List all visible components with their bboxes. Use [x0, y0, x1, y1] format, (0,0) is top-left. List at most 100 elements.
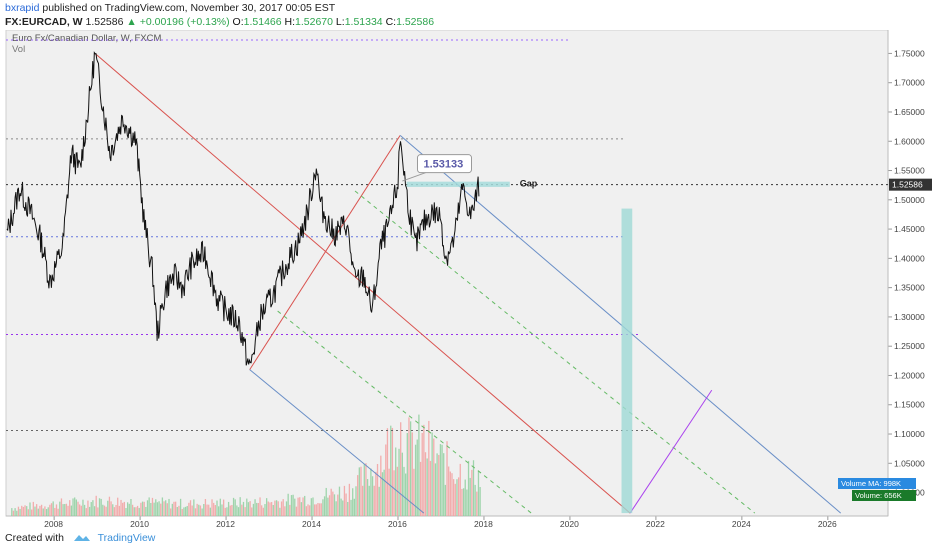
- volume-bar: [234, 499, 236, 516]
- volume-bar: [289, 504, 291, 516]
- volume-bar: [165, 500, 167, 516]
- volume-bar: [186, 506, 188, 516]
- volume-tag-text: Volume: 656K: [855, 491, 902, 500]
- volume-bar: [79, 504, 81, 516]
- volume-bar: [340, 498, 342, 516]
- volume-bar: [34, 506, 36, 516]
- volume-bar: [211, 499, 213, 516]
- volume-bar: [366, 479, 369, 516]
- volume-bar: [199, 505, 202, 516]
- y-tick-label: 1.35000: [894, 283, 925, 293]
- x-tick-label: 2016: [388, 519, 407, 529]
- volume-bar: [24, 505, 26, 516]
- volume-bar: [150, 502, 152, 516]
- volume-bar: [259, 497, 261, 516]
- volume-bar: [244, 507, 246, 516]
- volume-bar: [365, 463, 367, 516]
- volume-bar: [282, 499, 284, 516]
- y-tick-label: 1.05000: [894, 458, 925, 468]
- volume-bar: [93, 506, 96, 516]
- volume-bar: [19, 508, 21, 516]
- volume-bar: [318, 503, 321, 516]
- author-link[interactable]: bxrapid: [5, 2, 40, 14]
- projection-bar: [621, 208, 633, 514]
- volume-bar: [280, 501, 283, 516]
- volume-bar: [352, 488, 354, 516]
- volume-bar: [370, 468, 372, 516]
- callout-box: [416, 154, 472, 174]
- y-tick-label: 1.40000: [894, 253, 925, 263]
- volume-bar: [317, 502, 319, 516]
- volume-bar: [350, 499, 352, 516]
- volume-bar: [467, 460, 470, 516]
- volume-bar: [428, 420, 430, 516]
- volume-bar: [386, 428, 389, 516]
- y-tick-label: 1.70000: [894, 78, 925, 88]
- volume-bar: [83, 504, 86, 516]
- trend-line: [277, 310, 532, 514]
- volume-bar: [249, 501, 251, 516]
- volume-bar: [21, 505, 23, 516]
- volume-bar: [315, 504, 317, 516]
- volume-bar: [300, 502, 303, 516]
- volume-bar: [295, 506, 298, 516]
- x-tick-label: 2024: [732, 519, 751, 529]
- volume-bar: [395, 447, 397, 516]
- volume-bar: [241, 504, 243, 516]
- volume-bar: [102, 504, 104, 516]
- volume-bar: [88, 506, 91, 516]
- volume-bar: [266, 498, 268, 516]
- volume-bar: [26, 506, 28, 516]
- x-tick-label: 2022: [646, 519, 665, 529]
- volume-bar: [229, 505, 231, 516]
- last-price-tag-text: 1.52586: [892, 180, 923, 190]
- tradingview-brand[interactable]: TradingView: [97, 532, 156, 544]
- trend-line: [354, 190, 756, 514]
- close-label: C:: [385, 16, 397, 28]
- volume-bar: [358, 467, 360, 516]
- volume-bar: [348, 483, 351, 516]
- volume-bar: [138, 507, 140, 516]
- volume-bar: [313, 504, 316, 516]
- volume-bar: [126, 502, 129, 516]
- volume-bar: [264, 504, 266, 516]
- x-tick-label: 2020: [560, 519, 579, 529]
- y-tick-label: 1.65000: [894, 107, 925, 117]
- volume-bar: [239, 497, 241, 516]
- volume-bar: [122, 502, 124, 516]
- volume-bar: [441, 444, 443, 516]
- y-tick-label: 1.55000: [894, 166, 925, 176]
- volume-bar: [272, 504, 274, 516]
- volume-bar: [90, 502, 92, 516]
- volume-bar: [433, 438, 435, 516]
- volume-bar: [82, 499, 84, 516]
- volume-bar: [216, 500, 218, 516]
- gap-box: [406, 181, 510, 187]
- volume-bar: [47, 507, 49, 516]
- volume-bar: [103, 505, 106, 516]
- volume-bar: [161, 497, 164, 516]
- volume-bar: [444, 484, 447, 516]
- volume-bar: [128, 503, 130, 516]
- y-tick-label: 1.20000: [894, 370, 925, 380]
- trend-line: [629, 389, 713, 514]
- volume-bar: [451, 473, 453, 516]
- volume-bar: [112, 504, 114, 516]
- volume-bar: [375, 471, 377, 516]
- volume-bar: [170, 508, 172, 516]
- volume-bar: [267, 501, 269, 516]
- trend-line: [399, 135, 842, 514]
- volume-bar: [322, 499, 324, 516]
- y-tick-label: 1.10000: [894, 429, 925, 439]
- volume-bar: [436, 453, 438, 516]
- volume-bar: [287, 493, 289, 516]
- volume-bar: [113, 507, 116, 516]
- volume-bar: [222, 499, 225, 516]
- volume-bar: [290, 495, 293, 516]
- volume-bar: [345, 493, 347, 516]
- volume-bar: [12, 510, 15, 516]
- volume-bar: [320, 503, 322, 516]
- volume-bar: [419, 461, 422, 516]
- volume-bar: [405, 473, 407, 516]
